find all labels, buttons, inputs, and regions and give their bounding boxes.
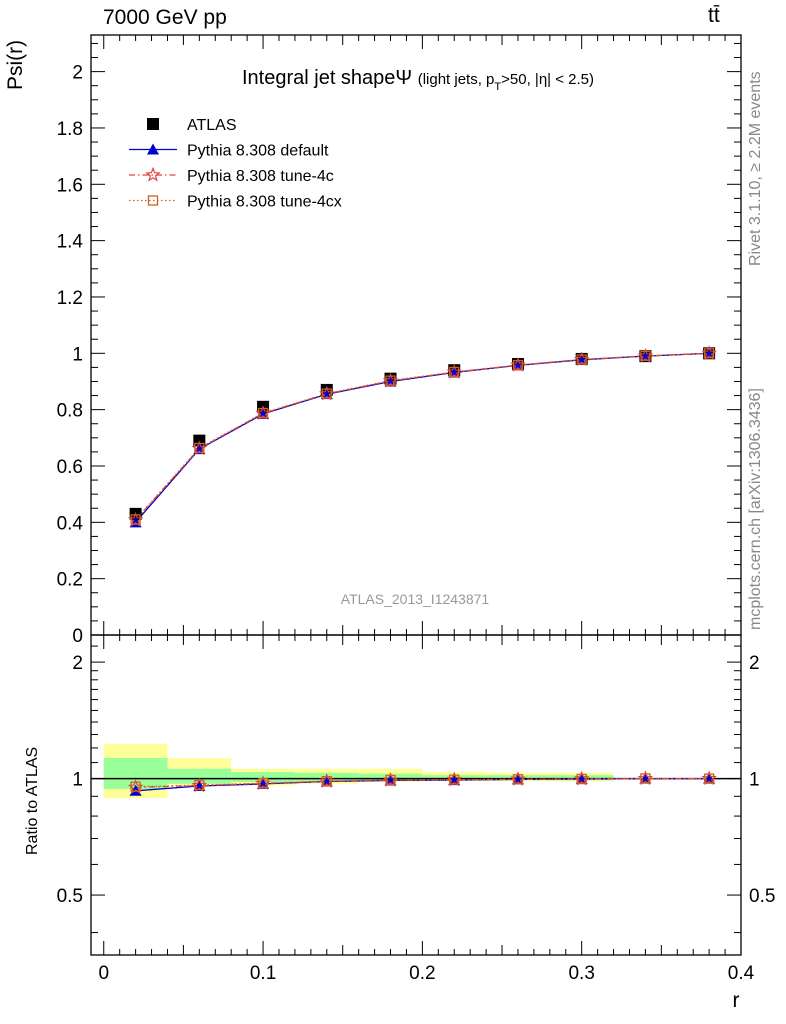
ratio-line-1 [135,777,710,789]
ratio-point-s2-8 [640,773,651,784]
data-point-s3-2 [257,407,269,419]
energy-label: 7000 GeV pp [103,6,227,29]
ratio-y-tick-label: 2 [72,653,83,674]
watermark: ATLAS_2013_I1243871 [341,591,490,607]
ratio-y-tick-label-right: 0.5 [749,886,775,907]
data-point-s3-6 [512,359,524,371]
data-point-s3-0 [130,514,141,525]
data-point-s3-7 [576,354,587,365]
main-axis-ticks: 0 0.2 0.4 0.6 0.8 1 1.2 1.4 1.6 1.8 2 [57,35,742,647]
y-tick-label: 1.4 [57,232,84,253]
green-band-0 [103,758,168,789]
x-tick-label: 0.1 [250,963,276,984]
ratio-panel: 0.5 0.5 1 1 2 2 0 0.1 0.2 0.3 0.4 Ratio to ATLAS r [24,634,775,1012]
main-series [127,345,717,528]
series-line-3 [135,352,710,520]
data-point-s3-4 [385,375,396,386]
ratio-y-tick-label: 1 [72,770,83,791]
legend-entry: Pythia 8.308 tune-4cx [187,194,342,211]
legend-marker [145,166,161,182]
data-point-s3-1 [194,442,205,454]
x-axis-label: r [733,989,740,1012]
legend-entry: Pythia 8.308 default [187,143,329,160]
ratio-y-tick-label-right: 2 [749,653,760,674]
ratio-point-s2-3 [321,775,332,787]
ratio-point-s2-9 [703,773,715,784]
ratio-point-s2-6 [512,774,524,785]
y-tick-label: 1.8 [57,119,83,140]
x-tick-label: 0.2 [409,963,435,984]
y-tick-label: 0.2 [57,570,83,591]
legend: ATLAS Pythia 8.308 default Pythia 8.308 tu… [129,117,342,211]
y-tick-label: 0.4 [57,513,84,534]
legend-marker [147,143,159,155]
y-tick-label: 2 [72,63,83,84]
green-band-1 [167,768,232,784]
ratio-y-tick-label-right: 1 [749,770,760,791]
ratio-y-tick-label: 0.5 [57,886,83,907]
main-panel: 0 0.2 0.4 0.6 0.8 1 1.2 1.4 1.6 1.8 2 Integral jet… [4,34,742,647]
ratio-frame [90,634,742,956]
legend-entry: ATLAS [187,117,237,134]
legend-marker [147,118,159,130]
x-tick-label: 0.4 [728,963,755,984]
ratio-point-s2-2 [257,778,269,789]
ratio-point-s2-5 [449,774,460,785]
ratio-point-s2-4 [385,774,396,786]
uncertainty-bands [103,743,614,799]
ratio-axis-ticks: 0.5 0.5 1 1 2 2 0 0.1 0.2 0.3 0.4 [57,635,775,984]
series-line-1 [135,352,710,523]
ratio-point-s2-0 [130,781,141,792]
ratio-y-axis-label: Ratio to ATLAS [24,747,41,855]
x-tick-label: 0.3 [568,963,594,984]
legend-entry: Pythia 8.308 tune-4c [187,168,334,185]
y-tick-label: 0 [72,626,83,647]
y-tick-label: 1.6 [57,175,83,196]
data-point-s3-3 [321,388,332,399]
y-axis-label: Psi(r) [4,40,27,90]
data-point-s3-8 [640,350,651,361]
chart-title: Integral jet shapeΨ (light jets, pT>50, … [242,67,594,93]
ratio-point-s2-7 [576,773,587,785]
data-point-s3-9 [703,348,715,359]
y-tick-label: 1 [72,344,83,365]
y-tick-label: 0.8 [57,401,83,422]
ratio-series [127,770,717,796]
y-tick-label: 0.6 [57,457,83,478]
ratio-point-s2-1 [194,779,205,791]
x-tick-label: 0 [98,963,109,984]
y-tick-label: 1.2 [57,288,83,309]
data-point-s3-5 [449,366,460,378]
legend-marker [147,195,159,206]
process-label: tt̄ [708,4,720,27]
